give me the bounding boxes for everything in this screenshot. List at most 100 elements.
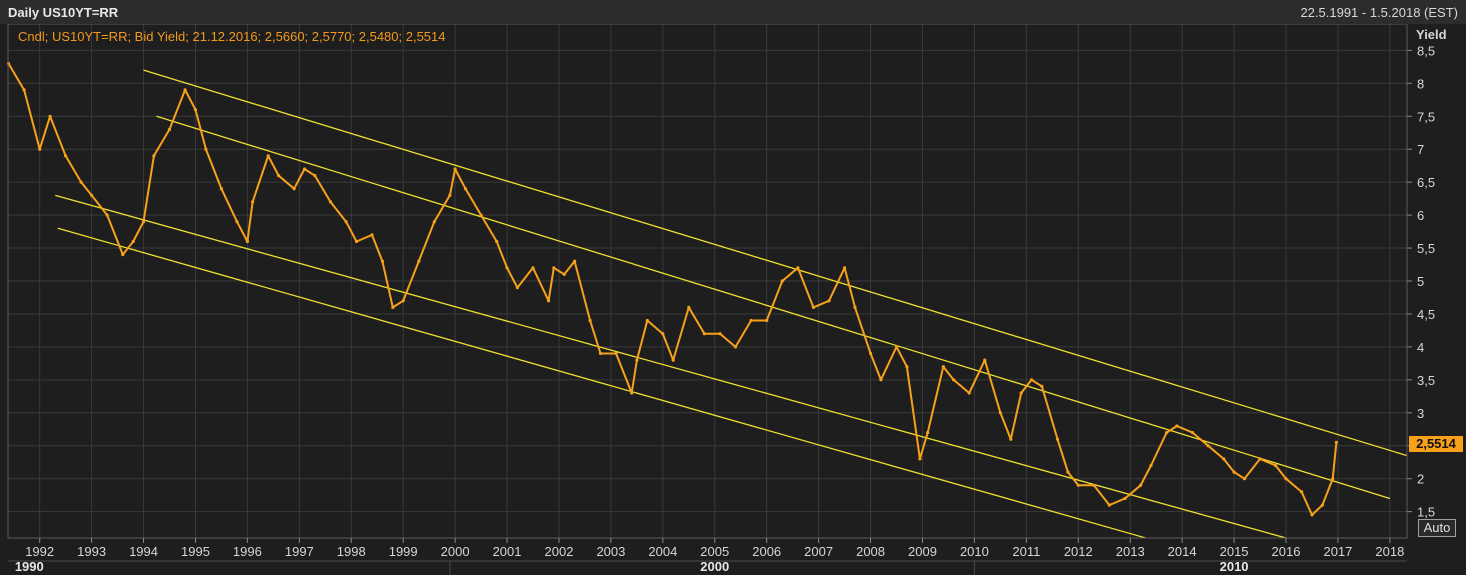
x-axis: 1992 1993 1994 1995 1996 1997 1998 1999 2000 2001… (8, 538, 1407, 575)
data-point (1222, 457, 1226, 461)
x-tick-label: 1996 (233, 544, 262, 559)
x-tick-label: 1998 (337, 544, 366, 559)
data-point (718, 332, 722, 336)
data-point (588, 318, 592, 323)
auto-scale-button[interactable]: Auto (1418, 519, 1456, 537)
chart-title: Daily US10YT=RR (8, 5, 119, 20)
data-point (796, 266, 800, 270)
y-tick-label: 6 (1417, 208, 1424, 223)
data-point (344, 220, 348, 224)
data-point (1258, 457, 1262, 461)
y-tick-label: 8 (1417, 76, 1424, 91)
y-tick-label: 6,5 (1417, 175, 1435, 190)
data-point (1206, 444, 1210, 448)
data-point (1165, 431, 1169, 435)
data-point (1331, 477, 1335, 481)
x-tick-label: 1997 (285, 544, 314, 559)
data-point (843, 266, 847, 270)
x-tick-label: 2004 (648, 544, 677, 559)
x-tick-label: 1992 (25, 544, 54, 559)
data-point (277, 174, 281, 178)
data-point (630, 391, 634, 395)
x-tick-label: 1995 (181, 544, 210, 559)
x-tick-label: 2002 (545, 544, 574, 559)
data-point (183, 88, 187, 92)
x-tick-label: 2000 (441, 544, 470, 559)
data-point (1066, 470, 1070, 474)
data-point (531, 266, 535, 270)
x-tick-label: 2018 (1375, 544, 1404, 559)
y-tick-label: 7 (1417, 142, 1424, 157)
data-point (918, 457, 922, 461)
data-point (879, 378, 883, 382)
decade-label: 2010 (1220, 559, 1249, 574)
channel-lines (55, 69, 1408, 539)
decade-label: 2000 (700, 559, 729, 574)
y-tick-label: 7,5 (1417, 109, 1435, 124)
y-tick-label: 4 (1417, 340, 1424, 355)
data-point (1019, 391, 1023, 395)
x-tick-label: 2013 (1116, 544, 1145, 559)
chart-header: Daily US10YT=RR 22.5.1991 - 1.5.2018 (ES… (0, 0, 1466, 25)
y-tick-label: 4,5 (1417, 307, 1435, 322)
y-tick-label: 1,5 (1417, 505, 1435, 520)
gridlines (8, 24, 1407, 538)
chart-background (0, 24, 1466, 575)
series-group (6, 61, 1338, 517)
data-point (90, 193, 94, 197)
data-point (1284, 477, 1288, 481)
channel-line (55, 194, 1287, 539)
data-point (562, 272, 566, 276)
decade-label: 1990 (15, 559, 44, 574)
y-tick-label: 3 (1417, 406, 1424, 421)
data-point (671, 358, 675, 362)
date-range: 22.5.1991 - 1.5.2018 (EST) (1300, 5, 1458, 20)
data-point (1092, 483, 1096, 487)
data-point (941, 365, 945, 369)
data-point (687, 305, 691, 309)
data-point (1009, 437, 1013, 441)
y-tick-label: 5 (1417, 274, 1424, 289)
data-point (1029, 378, 1034, 382)
data-point (193, 108, 198, 112)
y-tick-label: 5,5 (1417, 241, 1435, 256)
data-point (453, 167, 457, 171)
data-point (780, 279, 784, 283)
data-point (547, 299, 551, 303)
data-point (251, 200, 255, 204)
data-point (853, 305, 857, 309)
data-point (926, 431, 930, 435)
price-chart[interactable]: 8,587,576,565,554,543,532,521,5 19921993… (0, 24, 1466, 575)
data-point (313, 174, 317, 178)
data-point (266, 154, 270, 158)
data-point (380, 259, 384, 263)
data-point (79, 180, 83, 184)
data-point (998, 411, 1003, 415)
data-point (370, 233, 374, 237)
data-point (219, 187, 223, 191)
x-tick-label: 2009 (908, 544, 937, 559)
data-point (1232, 470, 1236, 474)
data-point (131, 239, 135, 244)
data-point (401, 299, 405, 303)
data-point (983, 358, 987, 362)
data-point (292, 187, 296, 191)
data-point (894, 345, 899, 349)
data-point (645, 318, 649, 323)
x-tick-label: 2015 (1220, 544, 1249, 559)
data-point (245, 239, 249, 244)
x-tick-label: 2007 (804, 544, 833, 559)
data-point (749, 318, 753, 323)
data-point (167, 127, 172, 131)
data-point (1175, 424, 1179, 428)
data-point (702, 332, 707, 336)
x-tick-label: 2014 (1168, 544, 1197, 559)
data-point (1123, 496, 1127, 501)
data-point (515, 286, 520, 290)
data-point (661, 332, 665, 336)
data-point (505, 266, 509, 270)
x-tick-label: 2010 (960, 544, 989, 559)
data-point (1320, 503, 1324, 507)
x-tick-label: 2008 (856, 544, 885, 559)
x-tick-label: 2001 (493, 544, 522, 559)
